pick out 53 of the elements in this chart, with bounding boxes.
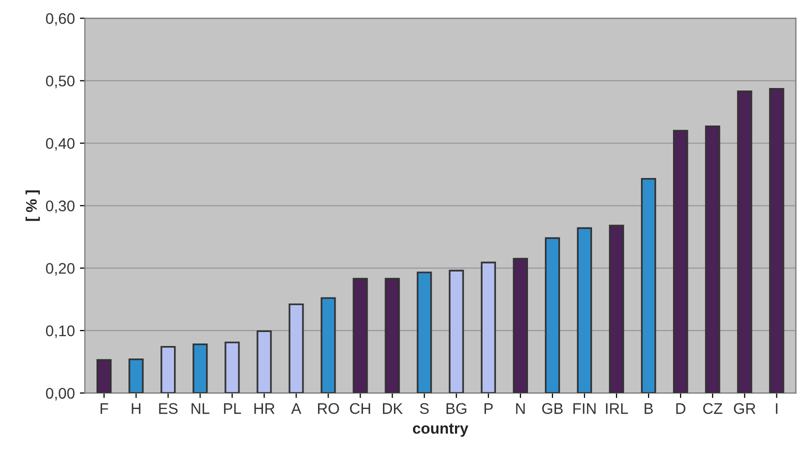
y-tick-label: 0,20 xyxy=(46,262,75,276)
y-tick-label: 0,40 xyxy=(46,138,75,151)
bar xyxy=(640,178,656,394)
bar xyxy=(576,227,592,394)
bar xyxy=(160,346,176,394)
x-tick-label: GR xyxy=(734,403,756,414)
bar xyxy=(512,258,528,394)
x-tick-label: H xyxy=(132,403,140,414)
x-tick-label: BG xyxy=(446,403,466,414)
x-tick-label: N xyxy=(516,403,525,414)
bar xyxy=(384,278,400,394)
bar xyxy=(544,237,560,394)
y-tick-label: 0,60 xyxy=(46,13,75,26)
bar xyxy=(705,125,720,394)
x-tick-label: D xyxy=(676,403,686,414)
x-tick-label: IRL xyxy=(606,403,628,414)
x-tick-label: DK xyxy=(382,403,403,414)
x-tick-label: I xyxy=(776,403,778,414)
x-axis-title: country xyxy=(412,424,468,437)
bar xyxy=(352,278,368,394)
bar xyxy=(320,297,336,394)
x-tick-label: GB xyxy=(542,403,563,414)
bar xyxy=(224,342,240,394)
x-tick-label: F xyxy=(100,403,108,414)
x-tick-label: PL xyxy=(224,403,242,414)
bar xyxy=(96,359,112,394)
x-tick-label: ES xyxy=(159,403,178,414)
y-tick-label: 0,00 xyxy=(46,388,75,401)
bar xyxy=(608,224,624,394)
y-tick-label: 0,30 xyxy=(46,200,75,214)
bar xyxy=(737,90,752,394)
x-tick-label: NL xyxy=(192,403,210,414)
x-tick-label: P xyxy=(484,403,493,414)
y-tick-label: 0,50 xyxy=(46,76,75,88)
bar xyxy=(416,272,432,394)
x-tick-label: RO xyxy=(318,403,339,414)
x-tick-label: HR xyxy=(254,403,275,414)
y-axis-title: [ % ] xyxy=(26,190,40,221)
bar xyxy=(192,343,208,394)
x-tick-label: B xyxy=(644,403,653,414)
bar xyxy=(769,88,784,394)
bar xyxy=(128,358,144,394)
x-tick-label: CH xyxy=(350,403,370,414)
x-tick-label: A xyxy=(291,403,302,414)
bar xyxy=(256,330,272,394)
y-tick-label: 0,10 xyxy=(46,325,75,338)
bar xyxy=(480,262,496,394)
bar xyxy=(288,303,304,394)
bar xyxy=(673,130,688,394)
x-tick-label: CZ xyxy=(703,403,722,414)
x-tick-label: FIN xyxy=(573,403,596,414)
bar xyxy=(448,270,464,394)
x-tick-label: S xyxy=(420,403,429,414)
